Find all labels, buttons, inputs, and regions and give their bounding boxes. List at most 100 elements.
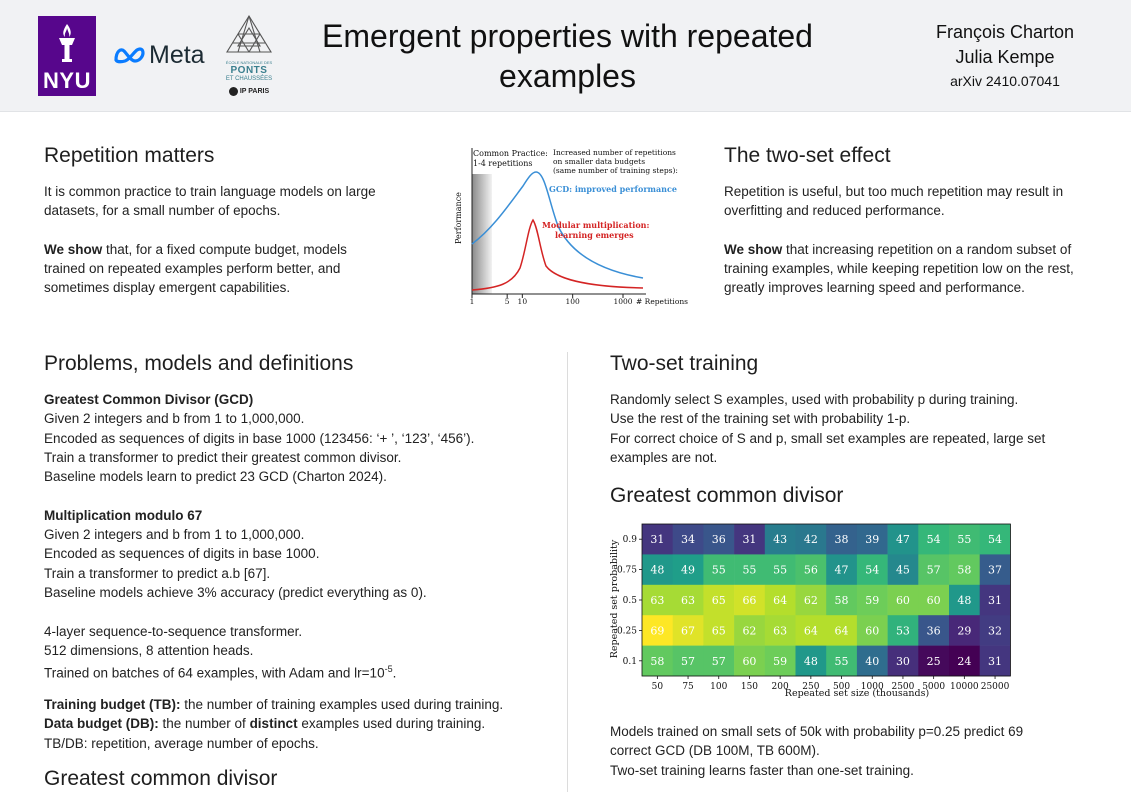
heatmap-cell [672, 554, 704, 586]
heatmap-y-tick-label: 0.75 [617, 566, 637, 576]
heatmap-x-tick-label: 75 [682, 682, 694, 692]
heatmap-cell [703, 645, 735, 677]
repetition-line: It is common practice to train language … [44, 184, 376, 199]
heatmap-cell-label: 47 [896, 533, 910, 546]
repetition-line: datasets, for a small number of epochs. [44, 203, 281, 219]
tb-term: Training budget (TB): [44, 696, 181, 712]
two-set-line: Randomly select S examples, used with pr… [610, 392, 1019, 407]
heatmap-cell-label: 60 [896, 594, 910, 607]
heatmap-cell-label: 62 [804, 594, 818, 607]
heatmap-cell [887, 615, 919, 646]
meta-logo: Meta [113, 40, 205, 70]
db-text-rest: examples used during training. [297, 716, 486, 732]
section-title-repetition: Repetition matters [44, 144, 215, 167]
section-title-two-set-effect: The two-set effect [724, 144, 891, 167]
heatmap-cell-label: 31 [988, 594, 1002, 607]
heatmap-cell [949, 584, 980, 616]
ip-paris-text: IP PARIS [239, 88, 270, 95]
heatmap-cell-label: 34 [681, 533, 695, 546]
gcd-heatmap: 31 34 36 31 43 42 38 39 47 54 55 54 48 49 55 55 55 56 47 54… [609, 523, 1011, 699]
increased-label-1: Increased number of repetitions [553, 148, 676, 157]
repetition-line: sometimes display emergent capabilities. [44, 280, 291, 296]
meta-infinity-icon [114, 47, 145, 64]
schematic-tick-label: 10 [518, 297, 528, 306]
torch-icon [59, 24, 75, 62]
mod-heading: Multiplication modulo 67 [44, 507, 203, 523]
heatmap-cell [764, 645, 796, 677]
heatmap-cell-label: 48 [957, 594, 971, 607]
heatmap-x-tick-label: 500 [833, 682, 850, 692]
db-distinct: distinct [249, 716, 298, 732]
heatmap-cell [703, 554, 735, 586]
heatmap-cell-label: 49 [681, 564, 695, 577]
heatmap-cell-label: 31 [742, 533, 756, 546]
heatmap-x-tick-label: 10000 [950, 682, 979, 692]
heatmap-cell [703, 615, 735, 646]
heatmap-cell-label: 48 [804, 655, 818, 668]
heatmap-x-tick-label: 200 [772, 682, 789, 692]
heatmap-cell-label: 57 [927, 564, 941, 577]
we-show-bold: We show [44, 241, 103, 257]
heatmap-cell [734, 584, 766, 616]
heatmap-cell [918, 554, 950, 586]
two-set-line: Use the rest of the training set with pr… [610, 411, 911, 427]
heatmap-cell-label: 63 [773, 624, 787, 637]
heatmap-cell [887, 645, 919, 677]
modmul-label-1: Modular multiplication: [542, 220, 649, 230]
heatmap-cell [826, 554, 858, 586]
mod-line: Train a transformer to predict a.b [67]. [44, 565, 271, 581]
two-set-effect-line: training examples, while keeping repetit… [724, 261, 1074, 277]
heatmap-y-tick-label: 0.25 [617, 626, 637, 636]
heatmap-x-tick-label: 150 [741, 682, 758, 692]
heatmap-cell-label: 65 [712, 594, 726, 607]
heatmap-x-tick-label: 25000 [981, 682, 1010, 692]
model-line: 4-layer sequence-to-sequence transformer… [44, 623, 303, 639]
heatmap-cell [856, 584, 888, 616]
repetition-line: trained on repeated examples perform bet… [44, 261, 341, 277]
modmul-label-2: learning emerges [555, 230, 634, 240]
increased-label-3: (same number of training steps): [553, 166, 678, 175]
heatmap-cell-label: 32 [988, 624, 1002, 637]
two-set-training-text: Randomly select S examples, used with pr… [610, 390, 1045, 467]
heatmap-cell-label: 59 [865, 594, 879, 607]
mod-line: Given 2 integers and b from 1 to 1,000,0… [44, 527, 305, 543]
gcd-line: Encoded as sequences of digits in base 1… [44, 430, 475, 446]
repetition-schematic-figure: Common Practice: 1-4 repetitions Increas… [454, 148, 688, 306]
schematic-tick-label: 100 [566, 297, 581, 306]
heatmap-cell-label: 55 [712, 564, 726, 577]
heatmap-cell-label: 60 [927, 594, 941, 607]
we-show-bold: We show [724, 241, 783, 257]
heatmap-cell [918, 584, 950, 616]
two-set-line: examples are not. [610, 449, 718, 465]
heatmap-cell-label: 29 [957, 624, 971, 637]
problems-text: Greatest Common Divisor (GCD) Given 2 in… [44, 390, 503, 753]
gcd-curve [471, 171, 644, 279]
ponts-logo: ÉCOLE NATIONALE DES PONTS ET CHAUSSÉES I… [218, 14, 280, 106]
heatmap-cell-label: 64 [835, 624, 849, 637]
tbdb-definition: TB/DB: repetition, average number of epo… [44, 735, 319, 751]
two-set-effect-text: Repetition is useful, but too much repet… [724, 182, 1074, 298]
heatmap-cell-label: 58 [650, 655, 664, 668]
section-title-gcd-bottom: Greatest common divisor [44, 767, 278, 790]
repetition-line-rest: that, for a fixed compute budget, models [102, 241, 347, 257]
ponts-name: PONTS [230, 65, 268, 76]
schematic-tick-label: 1000 [613, 297, 632, 306]
heatmap-y-tick-label: 0.1 [623, 657, 637, 667]
heatmap-cell [856, 524, 888, 555]
heatmap-cell [642, 615, 673, 646]
heatmap-cell-label: 64 [773, 594, 787, 607]
heatmap-cell [856, 554, 888, 586]
heatmap-cell [764, 584, 796, 616]
heatmap-cell [672, 584, 704, 616]
heatmap-y-tick-label: 0.5 [623, 596, 638, 606]
author-2: Julia Kempe [955, 47, 1055, 67]
heatmap-cell-label: 63 [681, 594, 695, 607]
mod-line: Baseline models achieve 3% accuracy (pre… [44, 584, 427, 600]
heatmap-cell [949, 524, 980, 555]
ip-paris-logo: IP PARIS [218, 87, 280, 96]
heatmap-x-ticks: 50 75 100 150 200 250 500 1000 2500 5000 10000 2500… [652, 676, 1010, 692]
heatmap-cell [795, 554, 827, 586]
heatmap-cell-label: 66 [742, 594, 756, 607]
heatmap-xlabel: Repeated set size (thousands) [785, 688, 929, 699]
two-set-effect-line: Repetition is useful, but too much repet… [724, 184, 1064, 199]
